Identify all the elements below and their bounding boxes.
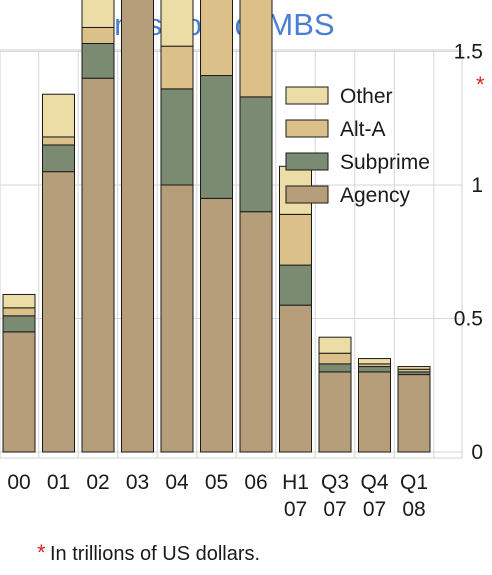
bar-segment-agency [160, 184, 194, 453]
footnote-text: In trillions of US dollars. [50, 543, 260, 565]
x-tick-label: 01 [47, 471, 70, 494]
x-tick-label: 07 [323, 498, 346, 521]
bar-segment-agency [81, 77, 115, 453]
bar-segment-other [318, 336, 352, 354]
bar-segment-agency [279, 304, 312, 453]
bar-segment-agency [121, 0, 154, 453]
bar-segment-subprime [160, 88, 194, 186]
bar-segment-agency [2, 331, 36, 453]
bar-segment-subprime [358, 366, 391, 373]
bar-segment-agency [358, 371, 391, 453]
bar-segment-agency [318, 371, 352, 453]
legend: Other Alt-A Subprime Agency [285, 85, 430, 207]
x-tick-label: 07 [363, 498, 386, 521]
y-axis-star: * [476, 72, 485, 97]
bar-segment-subprime [318, 363, 352, 373]
bar-segment-agency [42, 171, 75, 453]
bar-segment-other [81, 0, 115, 28]
bar-segment-subprime [42, 144, 75, 173]
bars [2, 0, 431, 453]
legend-swatch-agency [285, 185, 329, 204]
x-tick-label: 05 [205, 471, 228, 494]
bar-segment-subprime [200, 75, 233, 199]
footnote-star: * [37, 540, 46, 565]
y-tick-label: 0.5 [454, 308, 483, 331]
x-tick-label: Q1 [400, 471, 428, 494]
bar-segment-other [42, 93, 75, 138]
bar-segment-agency [397, 374, 431, 453]
y-tick-label: 1 [471, 174, 483, 197]
legend-label-other: Other [340, 85, 393, 108]
x-tick-label: 03 [126, 471, 149, 494]
bar-segment-alt-a [160, 45, 194, 90]
bar-segment-alt-a [81, 26, 115, 44]
bar-segment-other [397, 366, 431, 370]
x-axis-labels: 00 01 02 03 04 05 06 H1 07 Q3 07 Q4 07 Q1 08 [7, 471, 428, 521]
y-tick-label: 0 [471, 441, 483, 464]
x-tick-label: 07 [284, 498, 307, 521]
legend-swatch-other [285, 86, 329, 105]
x-tick-label: Q4 [360, 471, 388, 494]
bar-segment-agency [239, 211, 273, 453]
bar-segment-alt-a [239, 0, 273, 98]
bar-segment-alt-a [279, 213, 312, 266]
footnote: * In trillions of US dollars. [37, 540, 260, 565]
legend-label-alt-a: Alt-A [340, 118, 386, 141]
bar-segment-agency [200, 197, 233, 453]
x-tick-label: Q3 [321, 471, 349, 494]
bar-segment-other [2, 293, 36, 309]
legend-swatch-subprime [285, 152, 329, 171]
bar-segment-alt-a [318, 352, 352, 365]
bar-segment-subprime [2, 315, 36, 333]
bar-segment-alt-a [42, 136, 75, 146]
legend-swatch-alt-a [285, 119, 329, 138]
bar-segment-subprime [81, 42, 115, 79]
bar-segment-subprime [239, 96, 273, 213]
x-tick-label: 00 [7, 471, 30, 494]
bar-segment-alt-a [2, 307, 36, 317]
x-tick-label: H1 [282, 471, 309, 494]
x-tick-label: 04 [165, 471, 189, 494]
x-tick-label: 08 [402, 498, 425, 521]
x-tick-label: 06 [244, 471, 267, 494]
bar-segment-subprime [279, 264, 312, 306]
bar-segment-other [160, 0, 194, 47]
y-tick-label: 1.5 [454, 41, 483, 64]
legend-label-agency: Agency [340, 184, 411, 207]
x-tick-label: 02 [86, 471, 109, 494]
bar-segment-other [358, 358, 391, 365]
legend-label-subprime: Subprime [340, 151, 430, 174]
bar-segment-alt-a [200, 0, 233, 77]
y-axis: 00.511.522.5* [454, 41, 485, 465]
